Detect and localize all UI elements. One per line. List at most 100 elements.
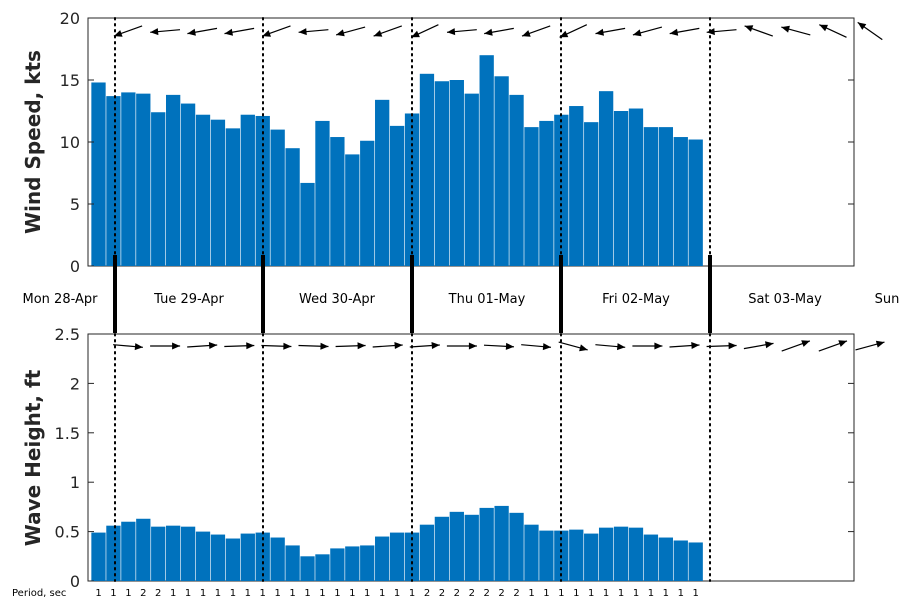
bar (360, 140, 375, 266)
period-value: 1 (245, 588, 251, 599)
bar (434, 516, 450, 581)
bar (345, 154, 360, 266)
period-value: 1 (185, 588, 191, 599)
period-value: 1 (230, 588, 236, 599)
period-value: 1 (693, 588, 699, 599)
direction-arrow (224, 27, 255, 36)
period-value: 1 (409, 588, 415, 599)
wind-direction-arrows (113, 21, 883, 41)
bar (673, 137, 688, 266)
period-value: 1 (319, 588, 325, 599)
direction-arrow (781, 340, 811, 352)
bar (449, 80, 464, 266)
bar (539, 530, 554, 581)
period-value: 1 (618, 588, 624, 599)
day-label: Fri 02-May (602, 292, 670, 307)
period-value: 1 (558, 588, 564, 599)
bar (658, 537, 673, 581)
period-value: 2 (454, 588, 460, 599)
bar (91, 82, 106, 266)
period-value: 1 (304, 588, 310, 599)
bar (136, 518, 151, 581)
bar (673, 540, 688, 581)
bar (91, 532, 106, 581)
direction-arrow (373, 25, 403, 37)
period-value: 2 (439, 588, 445, 599)
period-value: 1 (364, 588, 370, 599)
period-value: 2 (513, 588, 519, 599)
period-value: 1 (543, 588, 549, 599)
bar (434, 81, 450, 267)
direction-arrow (150, 342, 181, 350)
bar (404, 113, 420, 266)
direction-arrow (150, 28, 181, 36)
day-label-band: Mon 28-Apr Tue 29-Apr Wed 30-Apr Thu 01-May… (23, 255, 900, 333)
bar (240, 114, 255, 266)
y-tick-label: 2 (70, 374, 80, 393)
bar (419, 73, 435, 266)
direction-arrow (558, 341, 588, 352)
bar (315, 120, 330, 266)
wind-day-separators (114, 17, 711, 267)
bar (285, 545, 300, 581)
direction-arrow (187, 27, 218, 36)
direction-arrow (224, 342, 255, 350)
bar (210, 119, 226, 267)
period-value: 1 (588, 588, 594, 599)
direction-arrow (484, 27, 514, 36)
direction-arrow (335, 342, 366, 350)
bar (166, 94, 181, 266)
bar (375, 99, 390, 266)
wave-bars (91, 505, 703, 581)
bar (464, 514, 479, 581)
bar (539, 120, 554, 266)
bar (106, 525, 121, 581)
bar (524, 524, 539, 581)
bar (464, 93, 479, 266)
period-value: 1 (663, 588, 669, 599)
direction-arrow (781, 25, 811, 36)
bar (106, 96, 121, 267)
bar (166, 525, 181, 581)
bar (180, 103, 196, 266)
bar (151, 526, 166, 581)
wave-y-ticks: 0 0.5 1 1.5 2 2.5 (55, 325, 854, 591)
direction-arrow (262, 25, 291, 37)
period-value: 1 (573, 588, 579, 599)
y-tick-label: 15 (60, 71, 80, 90)
direction-arrow (819, 24, 847, 38)
period-value: 2 (469, 588, 475, 599)
bar (225, 538, 241, 581)
direction-arrow (446, 342, 477, 350)
period-value: 2 (155, 588, 161, 599)
bar (345, 546, 360, 581)
direction-arrow (483, 342, 515, 350)
direction-arrow (595, 343, 626, 351)
bar (375, 536, 390, 581)
bar (628, 108, 644, 267)
direction-arrow (521, 343, 552, 351)
wind-y-axis-label: Wind Speed, kts (21, 50, 45, 234)
bar (240, 533, 255, 581)
bar (584, 533, 599, 581)
direction-arrow (113, 343, 143, 351)
day-label: Mon 28-Apr (23, 292, 99, 307)
direction-arrow (409, 342, 440, 349)
direction-arrow (559, 24, 588, 38)
direction-arrow (113, 25, 143, 37)
day-label: Sun (875, 292, 900, 307)
wave-direction-arrows (113, 340, 885, 352)
direction-arrow (743, 341, 774, 350)
period-value: 1 (200, 588, 206, 599)
y-tick-label: 20 (60, 9, 80, 28)
bar (479, 55, 494, 267)
direction-arrow (261, 342, 292, 350)
direction-arrow (410, 24, 439, 38)
bar (628, 527, 644, 581)
period-value: 1 (289, 588, 295, 599)
bar (315, 554, 330, 581)
bar (658, 127, 673, 267)
period-value: 1 (394, 588, 400, 599)
